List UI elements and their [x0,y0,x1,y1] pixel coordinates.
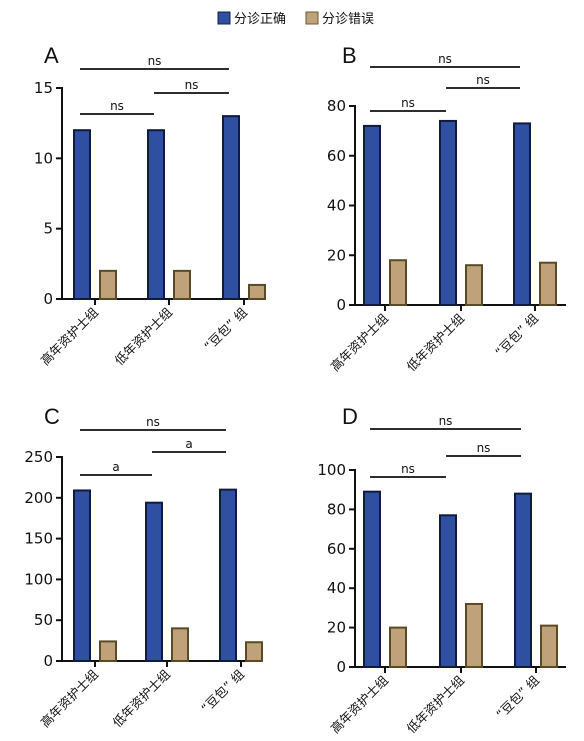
y-tick-label: 0 [43,652,53,670]
category-label: 高年资护士组 [327,673,391,737]
bar-correct [513,122,531,306]
bar-error [539,261,557,306]
panel-letter: D [342,404,358,429]
significance-label: ns [401,96,415,110]
significance-label: ns [146,415,160,429]
bar-correct [73,489,91,662]
bar-error [171,627,189,662]
bar-error [465,264,483,307]
y-tick-label: 60 [327,540,346,558]
y-tick-label: 0 [336,296,346,314]
category-label: “豆包” 组 [201,305,250,354]
bar-correct [439,119,457,306]
significance-label: a [185,437,192,451]
legend-swatch-correct [217,11,231,25]
category-label: 高年资护士组 [327,311,391,375]
legend-label-correct: 分诊正确 [234,12,286,27]
y-tick-label: 15 [34,79,53,97]
bar-error [465,602,483,669]
bar-correct [514,492,532,669]
y-tick-label: 0 [336,658,346,676]
category-label: “豆包” 组 [198,667,247,716]
bar-error [248,283,266,300]
y-tick-label: 80 [327,97,346,115]
category-label: 高年资护士组 [37,305,101,369]
bar-error [173,269,191,301]
bar-correct [363,124,381,307]
y-tick-label: 100 [317,461,346,479]
chart-panel-d: D 0 20 40 60 80 100 高年资护士组 低年资护士组 “豆包” 组 ns ns ns [317,404,566,736]
y-tick-label: 40 [327,579,346,597]
y-tick-label: 200 [24,489,53,507]
y-tick-label: 50 [34,611,53,629]
bar-error [99,269,117,301]
category-label: “豆包” 组 [493,673,542,722]
significance-label: ns [110,99,124,113]
y-tick-label: 40 [327,197,346,215]
bar-correct [363,490,381,669]
bar-correct [439,514,457,668]
y-tick-label: 20 [327,246,346,264]
category-label: 低年资护士组 [403,311,467,375]
legend-swatch-error [305,11,319,25]
significance-label: ns [438,52,452,66]
panel-letter: B [342,43,357,68]
category-label: 低年资护士组 [111,305,175,369]
bar-error [99,640,117,663]
bar-correct [145,501,163,663]
bar-correct [219,488,237,663]
y-tick-label: 10 [34,149,53,167]
panel-letter: A [44,43,59,68]
legend-label-error: 分诊错误 [322,12,374,27]
chart-panel-a: A 0 5 10 15 高年资护士组 低年资护士组 “豆包” 组 ns ns ns [34,43,266,369]
panel-letter: C [44,404,60,429]
bar-correct [73,129,91,300]
chart-panel-b: B 0 20 40 60 80 高年资护士组 低年资护士组 “豆包” 组 ns ns ns [327,43,566,374]
significance-label: ns [148,54,162,68]
y-tick-label: 60 [327,147,346,165]
y-tick-label: 80 [327,500,346,518]
bar-error [245,641,263,662]
bar-error [389,259,407,307]
y-tick-label: 5 [43,220,53,238]
category-label: “豆包” 组 [492,311,541,360]
significance-label: ns [185,78,199,92]
bar-correct [222,115,240,300]
y-tick-label: 20 [327,619,346,637]
chart-panel-c: C 0 50 100 150 200 250 高年资护士组 低年资护士组 “豆包” 组 a a ns [24,404,263,731]
legend: 分诊正确 分诊错误 [217,11,374,27]
bar-correct [147,129,165,300]
bar-error [389,626,407,668]
bar-error [540,624,558,669]
significance-label: ns [439,414,453,428]
y-tick-label: 250 [24,448,53,466]
category-label: 低年资护士组 [109,667,173,731]
category-label: 高年资护士组 [37,667,101,731]
significance-label: ns [476,73,490,87]
y-tick-label: 100 [24,570,53,588]
significance-label: ns [401,462,415,476]
category-label: 低年资护士组 [403,673,467,737]
y-tick-label: 150 [24,530,53,548]
significance-label: a [112,460,119,474]
y-tick-label: 0 [43,290,53,308]
significance-label: ns [477,441,491,455]
